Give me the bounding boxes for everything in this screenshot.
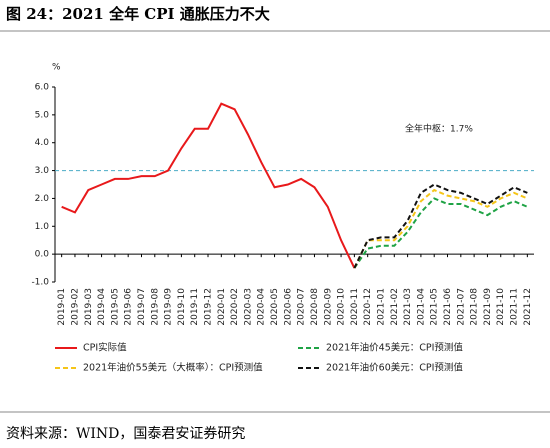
y-tick-label: 0.0 (35, 250, 50, 260)
annotation: 全年中枢：1.7% (405, 123, 473, 135)
x-tick-label: 2021-02 (390, 288, 400, 326)
x-tick-label: 2020-03 (243, 288, 253, 326)
x-tick-label: 2019-07 (137, 288, 147, 326)
series-line (353, 183, 528, 269)
x-tick-label: 2020-09 (323, 288, 333, 326)
x-tick-label: 2021-12 (523, 288, 533, 326)
x-tick-label: 2021-10 (496, 288, 506, 326)
x-tick-label: 2021-09 (483, 288, 493, 326)
x-tick-label: 2019-09 (164, 288, 174, 326)
x-tick-label: 2021-08 (470, 288, 480, 326)
legend-label: CPI实际值 (83, 342, 127, 354)
legend-label: 2021年油价45美元：CPI预测值 (326, 342, 463, 354)
x-tick-label: 2021-05 (430, 288, 440, 326)
x-tick-label: 2020-04 (257, 288, 267, 326)
x-tick-label: 2019-02 (70, 288, 80, 326)
x-tick-label: 2019-03 (84, 288, 94, 326)
x-tick-label: 2021-06 (443, 288, 453, 326)
x-tick-label: 2020-06 (283, 288, 293, 326)
x-tick-label: 2021-01 (376, 288, 386, 326)
x-tick-label: 2020-08 (310, 288, 320, 326)
x-tick-label: 2021-04 (416, 288, 426, 326)
x-tick-label: 2019-10 (177, 288, 187, 326)
x-tick-label: 2020-10 (337, 288, 347, 326)
x-tick-label: 2021-11 (510, 288, 520, 326)
legend-label: 2021年油价60美元：CPI预测值 (326, 362, 463, 374)
x-tick-label: 2021-03 (403, 288, 413, 326)
x-tick-label: 2020-11 (350, 288, 360, 326)
x-tick-label: 2020-12 (363, 288, 373, 326)
x-tick-label: 2020-01 (217, 288, 227, 326)
x-tick-label: 2019-11 (190, 288, 200, 326)
x-tick-label: 2019-01 (57, 288, 67, 326)
series-line (353, 197, 528, 269)
x-tick-label: 2019-04 (97, 288, 107, 326)
y-tick-label: 2.0 (35, 194, 50, 204)
x-tick-label: 2019-06 (124, 288, 134, 326)
y-tick-label: -1.0 (31, 278, 49, 288)
x-tick-label: 2019-05 (110, 288, 120, 326)
x-tick-label: 2020-07 (297, 288, 307, 326)
series-line (61, 102, 356, 269)
y-unit: % (52, 63, 61, 73)
x-tick-label: 2019-12 (204, 288, 214, 326)
legend-label: 2021年油价55美元（大概率）：CPI预测值 (83, 362, 263, 374)
x-tick-label: 2020-02 (230, 288, 240, 326)
source: 资料来源：WIND，国泰君安证券研究 (6, 426, 245, 442)
x-tick-label: 2020-05 (270, 288, 280, 326)
x-tick-label: 2019-08 (150, 288, 160, 326)
y-tick-label: 4.0 (35, 138, 50, 148)
y-tick-label: 6.0 (35, 83, 50, 93)
series-line (353, 188, 528, 269)
y-tick-label: 1.0 (35, 222, 50, 232)
y-tick-label: 3.0 (35, 166, 50, 176)
x-tick-label: 2021-07 (456, 288, 466, 326)
y-tick-label: 5.0 (35, 110, 50, 120)
chart-title: 图 24：2021 全年 CPI 通胀压力不大 (6, 5, 270, 23)
